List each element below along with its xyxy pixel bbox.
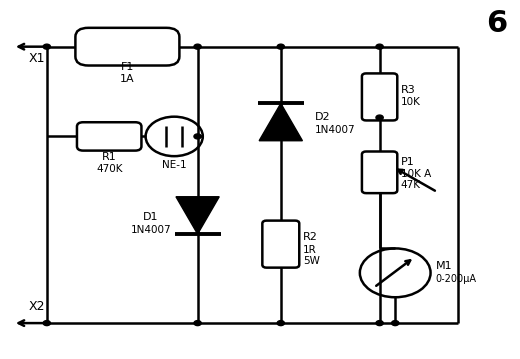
Text: 6: 6: [486, 9, 507, 38]
Text: P1: P1: [401, 157, 414, 167]
Circle shape: [43, 44, 50, 49]
Text: 470K: 470K: [96, 164, 122, 173]
Circle shape: [376, 321, 383, 326]
FancyBboxPatch shape: [263, 220, 300, 268]
Text: R3: R3: [401, 85, 415, 95]
FancyBboxPatch shape: [77, 122, 141, 151]
Circle shape: [194, 134, 201, 139]
Text: M1: M1: [436, 261, 452, 271]
Text: D2: D2: [315, 112, 330, 122]
FancyBboxPatch shape: [75, 28, 179, 65]
Text: 47K: 47K: [401, 180, 421, 190]
Text: D1: D1: [143, 212, 159, 222]
Circle shape: [376, 44, 383, 49]
FancyBboxPatch shape: [362, 151, 397, 193]
Text: X2: X2: [29, 300, 45, 313]
Circle shape: [194, 44, 201, 49]
Text: 1R: 1R: [303, 244, 317, 255]
Text: 1N4007: 1N4007: [131, 225, 171, 235]
Text: X1: X1: [29, 52, 45, 65]
Text: 0-200μA: 0-200μA: [436, 274, 477, 284]
Text: 1N4007: 1N4007: [315, 125, 355, 135]
Circle shape: [392, 321, 399, 326]
Text: 1A: 1A: [120, 74, 135, 84]
Circle shape: [194, 321, 201, 326]
Text: R1: R1: [102, 151, 116, 162]
FancyBboxPatch shape: [362, 74, 397, 121]
Text: 10K: 10K: [401, 97, 421, 107]
Text: F1: F1: [121, 62, 134, 72]
Circle shape: [277, 44, 284, 49]
Text: R2: R2: [303, 232, 318, 242]
Text: NE-1: NE-1: [162, 160, 187, 171]
Circle shape: [277, 321, 284, 326]
Circle shape: [376, 115, 383, 120]
Text: 5W: 5W: [303, 256, 320, 266]
Polygon shape: [176, 197, 219, 234]
Polygon shape: [259, 103, 303, 141]
Text: 10K A: 10K A: [401, 169, 431, 179]
Circle shape: [43, 321, 50, 326]
